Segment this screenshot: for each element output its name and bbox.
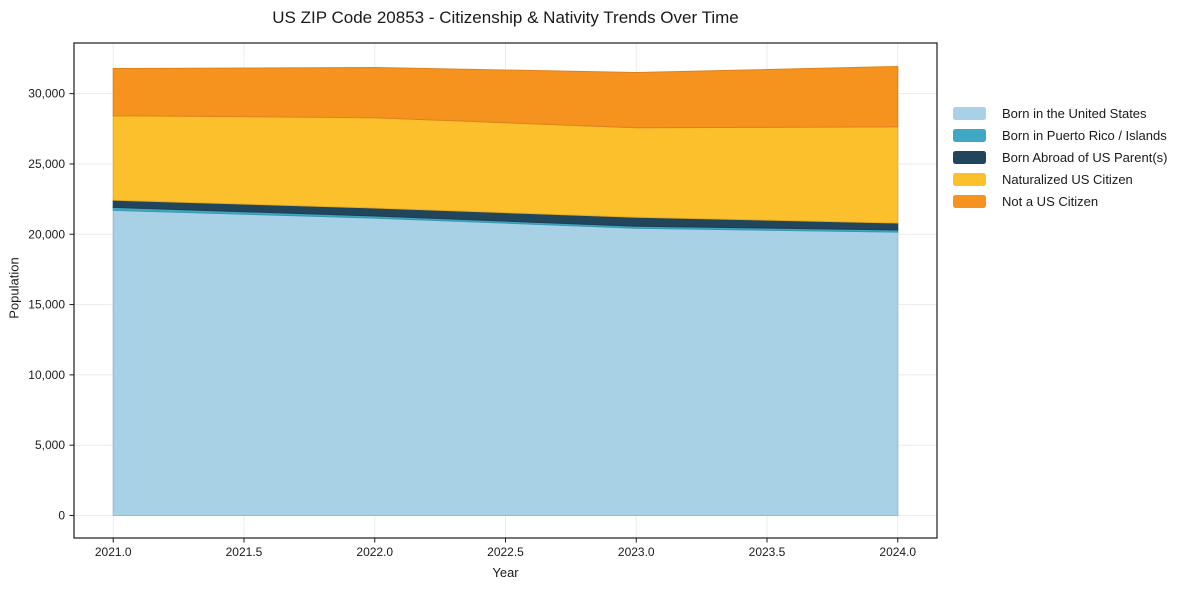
legend-label: Born in the United States — [1002, 105, 1147, 121]
x-tick-label: 2022.0 — [356, 545, 393, 559]
stacked-areas — [112, 65, 899, 516]
y-tick-label: 5,000 — [35, 438, 65, 452]
tick-labels: 2021.0 2021.5 2022.0 2022.5 2023.0 2023.5 2024… — [28, 87, 916, 559]
chart-title: US ZIP Code 20853 - Citizenship & Nativi… — [272, 8, 739, 27]
area-series-0 — [112, 209, 899, 516]
x-tick-label: 2022.5 — [487, 545, 524, 559]
legend-swatch-icon — [953, 172, 986, 186]
y-tick-label: 15,000 — [28, 298, 65, 312]
legend-label: Not a US Citizen — [1002, 193, 1099, 209]
y-tick-label: 25,000 — [28, 157, 65, 171]
legend-label: Born Abroad of US Parent(s) — [1002, 149, 1168, 165]
x-tick-label: 2024.0 — [879, 545, 916, 559]
legend-swatch-icon — [953, 150, 986, 164]
y-axis-title: Population — [6, 257, 22, 319]
legend-label: Naturalized US Citizen — [1002, 171, 1133, 187]
legend-item: Not a US Citizen — [953, 190, 1167, 212]
legend-swatch-icon — [953, 128, 986, 142]
y-tick-label: 0 — [58, 509, 65, 523]
legend-item: Born Abroad of US Parent(s) — [953, 146, 1167, 168]
legend-label: Born in Puerto Rico / Islands — [1002, 127, 1167, 143]
legend-item: Born in Puerto Rico / Islands — [953, 124, 1167, 146]
axis-ticks — [69, 93, 899, 543]
y-tick-label: 30,000 — [28, 87, 65, 101]
x-tick-label: 2021.5 — [226, 545, 263, 559]
x-tick-label: 2023.5 — [749, 545, 786, 559]
x-axis-title: Year — [492, 565, 519, 580]
x-tick-label: 2023.0 — [618, 545, 655, 559]
legend-swatch-icon — [953, 106, 986, 120]
legend-swatch-icon — [953, 194, 986, 208]
area-series-4 — [112, 65, 899, 129]
y-tick-label: 10,000 — [28, 368, 65, 382]
legend-item: Born in the United States — [953, 102, 1167, 124]
y-tick-label: 20,000 — [28, 227, 65, 241]
chart-legend: Born in the United States Born in Puerto … — [953, 102, 1167, 212]
x-tick-label: 2021.0 — [95, 545, 132, 559]
legend-item: Naturalized US Citizen — [953, 168, 1167, 190]
